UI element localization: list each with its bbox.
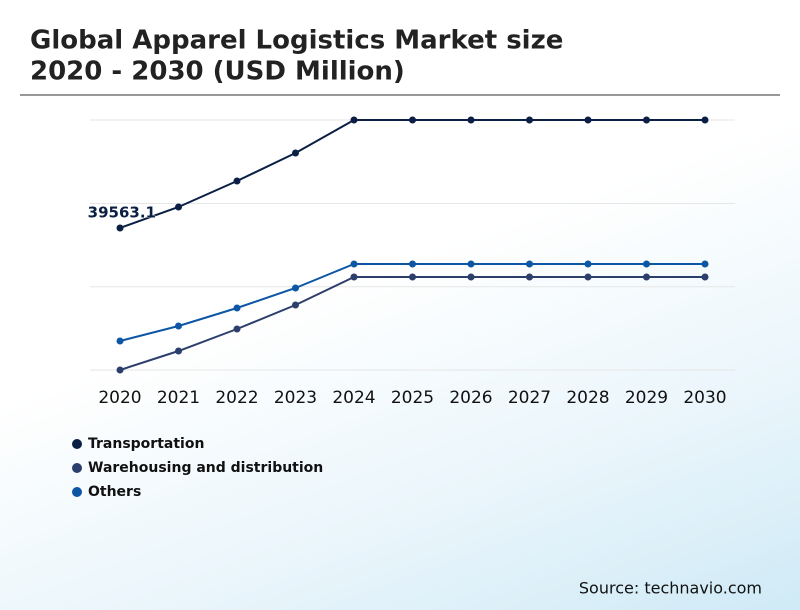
legend-marker xyxy=(72,463,82,473)
data-point xyxy=(350,260,358,268)
x-tick-label: 2025 xyxy=(391,388,434,408)
x-tick-label: 2022 xyxy=(215,388,258,408)
data-point xyxy=(233,325,241,333)
data-point xyxy=(643,260,650,268)
data-point xyxy=(233,177,241,185)
data-point xyxy=(467,273,475,281)
data-point xyxy=(526,116,533,124)
data-point xyxy=(701,273,709,281)
data-point xyxy=(292,149,299,157)
x-tick-label: 2027 xyxy=(508,388,551,408)
x-tick-label: 2026 xyxy=(449,388,492,408)
series-line xyxy=(119,119,705,229)
data-point xyxy=(292,284,299,292)
x-tick-label: 2024 xyxy=(332,388,375,408)
legend-marker xyxy=(72,487,82,497)
data-point xyxy=(116,337,124,345)
x-tick-label: 2021 xyxy=(157,388,200,408)
data-point xyxy=(350,273,358,281)
data-point xyxy=(409,260,416,268)
data-point xyxy=(584,116,592,124)
data-point xyxy=(701,116,709,124)
chart-title: 2020 - 2030 (USD Million) xyxy=(30,57,405,87)
data-point xyxy=(175,203,182,211)
data-point xyxy=(526,260,533,268)
data-point xyxy=(467,260,475,268)
data-point xyxy=(643,273,650,281)
x-tick-label: 2020 xyxy=(98,388,141,408)
x-tick-label: 2029 xyxy=(625,388,668,408)
data-point xyxy=(175,347,182,355)
data-point xyxy=(409,273,416,281)
data-point xyxy=(175,322,182,330)
legend-marker xyxy=(72,439,82,449)
legend-label: Others xyxy=(88,484,141,500)
legend-label: Warehousing and distribution xyxy=(88,460,323,476)
data-point xyxy=(467,116,475,124)
data-point xyxy=(233,304,241,312)
data-point xyxy=(350,116,358,124)
x-tick-label: 2030 xyxy=(683,388,726,408)
data-point xyxy=(643,116,650,124)
data-point xyxy=(584,260,592,268)
data-point xyxy=(584,273,592,281)
series-line xyxy=(119,275,705,371)
data-label: 39563.1 xyxy=(88,203,156,221)
chart-title: Global Apparel Logistics Market size xyxy=(30,26,563,56)
data-point xyxy=(701,260,709,268)
source: Source: technavio.com xyxy=(579,579,762,598)
data-point xyxy=(116,366,124,374)
x-tick-label: 2023 xyxy=(274,388,317,408)
x-tick-label: 2028 xyxy=(566,388,609,408)
data-point xyxy=(409,116,416,124)
data-point xyxy=(526,273,533,281)
data-point xyxy=(116,224,124,232)
data-point xyxy=(292,301,299,309)
legend-label: Transportation xyxy=(88,436,204,452)
